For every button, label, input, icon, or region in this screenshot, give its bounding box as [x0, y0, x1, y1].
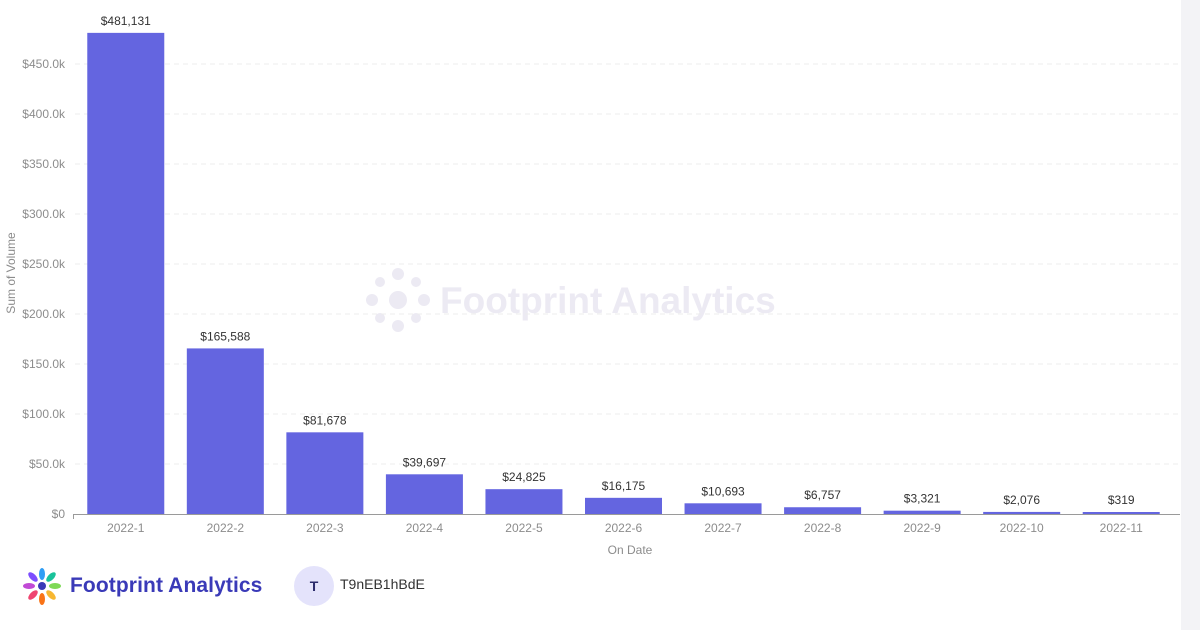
x-axis-title: On Date — [608, 543, 653, 557]
y-tick-label: $250.0k — [22, 257, 66, 271]
x-tick-label: 2022-4 — [406, 521, 444, 535]
bar[interactable] — [1082, 512, 1160, 514]
x-tick-label: 2022-3 — [306, 521, 344, 535]
y-tick-label: $450.0k — [22, 57, 66, 71]
x-tick-label: 2022-5 — [505, 521, 543, 535]
bar-value-label: $481,131 — [101, 14, 151, 28]
user-id: T9nEB1hBdE — [340, 576, 425, 592]
y-tick-label: $300.0k — [22, 207, 66, 221]
brand-name: Footprint Analytics — [70, 574, 263, 597]
bar[interactable] — [385, 474, 463, 514]
footprint-logo-icon — [23, 568, 61, 605]
avatar[interactable]: T — [294, 566, 334, 606]
x-tick-label: 2022-7 — [704, 521, 742, 535]
bar-value-label: $24,825 — [502, 470, 546, 484]
y-axis-title: Sum of Volume — [4, 232, 18, 314]
bar-value-label: $165,588 — [200, 329, 250, 343]
bar-value-label: $6,757 — [804, 488, 841, 502]
bar-value-label: $319 — [1108, 493, 1135, 507]
x-tick-label: 2022-11 — [1100, 521, 1143, 535]
y-tick-label: $50.0k — [29, 457, 66, 471]
footer: Footprint Analytics T T9nEB1hBdE — [0, 560, 1200, 620]
bar[interactable] — [286, 432, 364, 514]
x-tick-label: 2022-2 — [207, 521, 245, 535]
bar-value-label: $81,678 — [303, 413, 347, 427]
x-tick-label: 2022-1 — [107, 521, 145, 535]
data-labels: $481,131 $165,588 $81,678 $39,697 $24,825 $16… — [101, 14, 1135, 507]
x-tick-label: 2022-6 — [605, 521, 643, 535]
bars — [87, 32, 1160, 515]
bar-value-label: $16,175 — [602, 479, 646, 493]
bar[interactable] — [87, 32, 165, 515]
watermark-text: Footprint Analytics — [440, 280, 776, 321]
x-tick-label: 2022-10 — [1000, 521, 1044, 535]
bar-value-label: $39,697 — [403, 455, 447, 469]
bar-value-label: $3,321 — [904, 492, 941, 506]
bar[interactable] — [485, 489, 563, 514]
y-tick-label: $350.0k — [22, 157, 66, 171]
bar[interactable] — [585, 497, 662, 514]
y-tick-label: $400.0k — [22, 107, 66, 121]
bar[interactable] — [684, 503, 762, 514]
y-axis: $0 $50.0k $100.0k $150.0k $200.0k $250.0k $300… — [22, 57, 66, 521]
y-tick-label: $200.0k — [22, 307, 66, 321]
x-tick-label: 2022-9 — [903, 521, 941, 535]
brand: Footprint Analytics — [20, 566, 262, 606]
bar-chart: Footprint Analytics $481,131 $165,588 $81,… — [4, 14, 1180, 557]
x-axis: 2022-1 2022-2 2022-3 2022-4 2022-5 2022-6 2022… — [73, 514, 1180, 535]
y-tick-label: $0 — [52, 507, 66, 521]
watermark: Footprint Analytics — [366, 268, 776, 332]
bar-value-label: $10,693 — [701, 484, 745, 498]
bar[interactable] — [883, 510, 961, 514]
scrollbar-track[interactable] — [1181, 0, 1200, 630]
watermark-logo-icon — [366, 268, 430, 332]
y-tick-label: $150.0k — [22, 357, 66, 371]
bar[interactable] — [784, 507, 862, 514]
bar[interactable] — [983, 511, 1061, 514]
bar-value-label: $2,076 — [1003, 493, 1040, 507]
bar[interactable] — [186, 348, 264, 514]
x-tick-label: 2022-8 — [804, 521, 842, 535]
y-tick-label: $100.0k — [22, 407, 66, 421]
